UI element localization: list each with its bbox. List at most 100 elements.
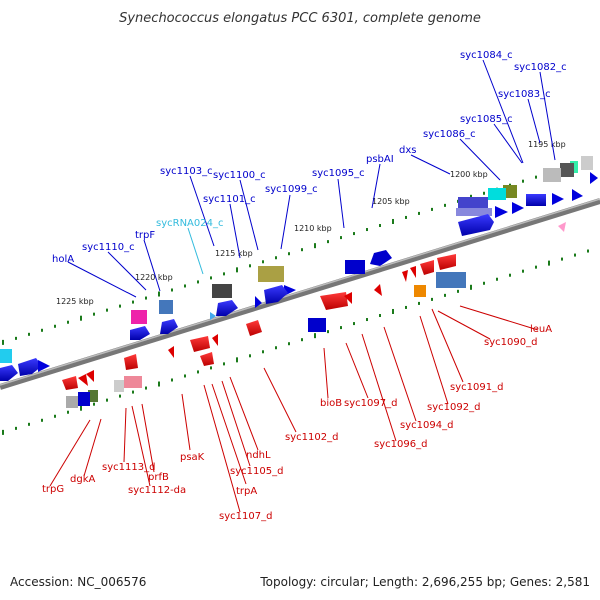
gene-arrow-reverse[interactable] <box>212 334 218 346</box>
gene-box[interactable] <box>131 310 147 324</box>
gene-arrow-reverse[interactable] <box>62 376 78 390</box>
gene-arrow-reverse[interactable] <box>344 292 352 304</box>
gene-arrow-forward[interactable] <box>38 360 50 372</box>
gene-label-prfb[interactable]: prfB <box>148 472 169 483</box>
gene-label-syc1096-d[interactable]: syc1096_d <box>374 439 427 450</box>
gene-arrow-forward[interactable] <box>264 285 288 304</box>
gene-box[interactable] <box>159 300 173 314</box>
gene-arrow-reverse[interactable] <box>437 254 456 270</box>
gene-box[interactable] <box>456 208 492 216</box>
gene-label-psbai[interactable]: psbAI <box>366 154 394 165</box>
gene-label-syc1110-c[interactable]: syc1110_c <box>82 242 135 253</box>
gene-label-syc1113-d[interactable]: syc1113_d <box>102 462 155 473</box>
gene-arrow-forward[interactable] <box>512 202 524 214</box>
gene-label-syc1101-c[interactable]: syc1101_c <box>203 194 256 205</box>
gene-label-syc1102-d[interactable]: syc1102_d <box>285 432 338 443</box>
gene-arrow-reverse[interactable] <box>86 370 94 382</box>
gene-label-hola[interactable]: holA <box>52 254 74 265</box>
gene-arrow-reverse[interactable] <box>410 266 416 278</box>
tick-mark <box>340 236 342 240</box>
gene-label-syc1082-c[interactable]: syc1082_c <box>514 62 567 73</box>
gene-label-psak[interactable]: psaK <box>180 452 205 463</box>
gene-label-dgka[interactable]: dgkA <box>70 474 95 485</box>
gene-box[interactable] <box>526 194 546 206</box>
gene-label-syc1091-d[interactable]: syc1091_d <box>450 382 503 393</box>
gene-label-syc1085-c[interactable]: syc1085_c <box>460 114 513 125</box>
gene-arrow-forward[interactable] <box>590 172 598 184</box>
gene-box[interactable] <box>581 156 593 170</box>
gene-box[interactable] <box>414 285 426 297</box>
gene-label-sycrna024-c[interactable]: sycRNA024_c <box>156 218 223 229</box>
gene-label-syc1112-da[interactable]: syc1112-da <box>128 485 186 496</box>
gene-label-ndhl[interactable]: ndhL <box>246 450 271 461</box>
gene-box[interactable] <box>345 260 365 274</box>
gene-arrow-forward[interactable] <box>370 250 392 266</box>
gene-arrow-reverse[interactable] <box>420 260 434 275</box>
gene-label-syc1094-d[interactable]: syc1094_d <box>400 420 453 431</box>
gene-arrow-reverse[interactable] <box>190 336 210 352</box>
gene-label-dxs[interactable]: dxs <box>399 145 416 156</box>
gene-box[interactable] <box>258 266 284 282</box>
tick-mark <box>67 320 69 324</box>
gene-arrow-forward[interactable] <box>18 358 42 376</box>
gene-arrow-forward[interactable] <box>160 319 178 334</box>
gene-label-leua[interactable]: leuA <box>530 324 552 335</box>
gene-box[interactable] <box>66 396 78 408</box>
gene-label-syc1107-d[interactable]: syc1107_d <box>219 511 272 522</box>
gene-label-syc1099-c[interactable]: syc1099_c <box>265 184 318 195</box>
gene-label-syc1095-c[interactable]: syc1095_c <box>312 168 365 179</box>
gene-label-syc1086-c[interactable]: syc1086_c <box>423 129 476 140</box>
gene-label-syc1100-c[interactable]: syc1100_c <box>213 170 266 181</box>
gene-box[interactable] <box>114 380 124 392</box>
gene-arrow-reverse[interactable] <box>78 374 88 386</box>
genome-backbone <box>0 198 600 390</box>
gene-label-syc1084-c[interactable]: syc1084_c <box>460 50 513 61</box>
gene-box[interactable] <box>488 188 506 200</box>
gene-arrow-forward[interactable] <box>495 206 508 218</box>
gene-box[interactable] <box>78 392 90 406</box>
gene-arrow-forward[interactable] <box>216 300 238 316</box>
gene-label-trpf[interactable]: trpF <box>135 230 155 241</box>
gene-label-syc1090-d[interactable]: syc1090_d <box>484 337 537 348</box>
gene-arrow-forward[interactable] <box>458 214 494 236</box>
gene-arrow-forward[interactable] <box>552 193 564 205</box>
gene-arrow-reverse[interactable] <box>402 270 408 282</box>
gene-arrow-reverse[interactable] <box>124 354 138 370</box>
gene-label-syc1092-d[interactable]: syc1092_d <box>427 402 480 413</box>
tick-mark <box>353 322 355 326</box>
gene-arrow-forward[interactable] <box>0 365 18 381</box>
gene-box[interactable] <box>560 163 574 177</box>
gene-label-syc1083-c[interactable]: syc1083_c <box>498 89 551 100</box>
leader-line <box>361 333 397 442</box>
gene-arrow-reverse[interactable] <box>246 320 262 336</box>
tick-mark <box>106 398 108 402</box>
gene-label-syc1105-d[interactable]: syc1105_d <box>230 466 283 477</box>
gene-box[interactable] <box>543 168 561 182</box>
tick-mark <box>457 289 459 293</box>
gene-label-trpa[interactable]: trpA <box>236 486 257 497</box>
gene-box[interactable] <box>503 185 517 198</box>
gene-label-syc1097-d[interactable]: syc1097_d <box>344 398 397 409</box>
gene-box[interactable] <box>0 349 12 363</box>
tick-mark <box>158 291 160 297</box>
gene-arrow-reverse[interactable] <box>320 292 348 310</box>
gene-box[interactable] <box>436 272 466 288</box>
gene-arrow-reverse[interactable] <box>168 346 174 358</box>
gene-arrow-forward[interactable] <box>255 296 262 308</box>
gene-arrow-reverse[interactable] <box>374 284 382 296</box>
gene-label-trpg[interactable]: trpG <box>42 484 64 495</box>
tick-mark <box>470 284 472 290</box>
gene-arrow-reverse[interactable] <box>558 222 566 232</box>
gene-arrow-reverse[interactable] <box>200 352 214 366</box>
gene-box[interactable] <box>124 376 142 388</box>
gene-arrow-forward[interactable] <box>130 326 150 340</box>
tick-mark <box>197 280 199 284</box>
gene-box[interactable] <box>88 390 98 402</box>
gene-box[interactable] <box>308 318 326 332</box>
gene-label-biob[interactable]: bioB <box>320 398 342 409</box>
gene-box[interactable] <box>212 284 232 298</box>
gene-arrow-forward[interactable] <box>210 312 216 320</box>
gene-label-syc1103-c[interactable]: syc1103_c <box>160 166 213 177</box>
gene-box[interactable] <box>458 197 488 211</box>
gene-arrow-forward[interactable] <box>572 189 583 201</box>
